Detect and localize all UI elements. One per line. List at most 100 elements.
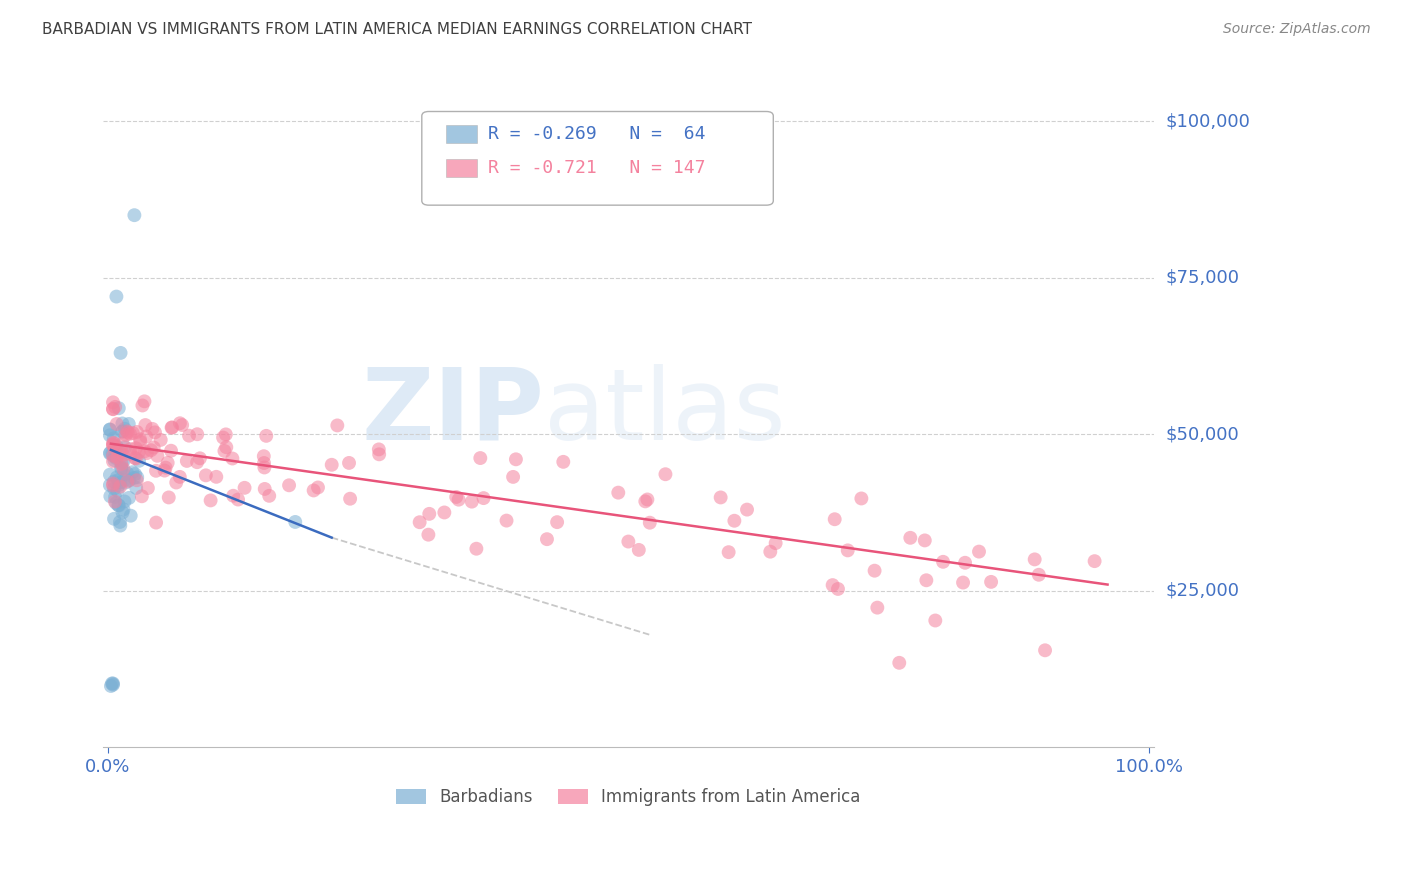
- Point: [118, 417, 141, 431]
- Point: [115, 425, 138, 439]
- Point: [433, 506, 456, 520]
- Point: [114, 475, 136, 490]
- Point: [172, 418, 194, 433]
- Point: [125, 442, 148, 456]
- Point: [118, 473, 141, 487]
- Point: [254, 429, 277, 443]
- Point: [103, 512, 125, 526]
- Point: [337, 456, 360, 470]
- Point: [447, 492, 470, 507]
- Point: [129, 434, 152, 449]
- Point: [125, 425, 148, 439]
- Point: [104, 490, 127, 504]
- Point: [634, 494, 657, 508]
- Point: [112, 448, 135, 462]
- Point: [101, 476, 124, 491]
- Point: [160, 420, 183, 434]
- Point: [112, 502, 135, 516]
- Point: [169, 416, 191, 430]
- Point: [149, 433, 172, 447]
- Point: [112, 462, 135, 476]
- Point: [253, 460, 276, 475]
- Point: [118, 491, 141, 505]
- Point: [186, 427, 208, 442]
- Point: [143, 425, 166, 440]
- Point: [105, 450, 128, 465]
- Point: [827, 582, 849, 596]
- Point: [110, 456, 132, 470]
- Point: [278, 478, 301, 492]
- Point: [117, 467, 139, 481]
- Point: [205, 470, 228, 484]
- Point: [135, 429, 157, 443]
- Text: R = -0.269   N =  64: R = -0.269 N = 64: [488, 125, 706, 143]
- Point: [101, 449, 124, 463]
- Point: [141, 422, 163, 436]
- Point: [339, 491, 361, 506]
- Point: [120, 442, 142, 456]
- Point: [214, 444, 236, 458]
- Text: atlas: atlas: [544, 364, 786, 461]
- Point: [122, 471, 145, 485]
- Point: [156, 456, 179, 470]
- Point: [120, 508, 142, 523]
- Point: [101, 478, 124, 492]
- Point: [103, 475, 125, 489]
- Point: [103, 482, 125, 496]
- Point: [107, 401, 129, 416]
- Point: [98, 423, 121, 437]
- Point: [131, 489, 153, 503]
- Point: [104, 450, 127, 464]
- Point: [124, 208, 146, 222]
- Point: [103, 431, 125, 445]
- Point: [104, 441, 127, 455]
- Point: [101, 401, 124, 416]
- Text: BARBADIAN VS IMMIGRANTS FROM LATIN AMERICA MEDIAN EARNINGS CORRELATION CHART: BARBADIAN VS IMMIGRANTS FROM LATIN AMERI…: [42, 22, 752, 37]
- Point: [112, 454, 135, 468]
- Point: [932, 555, 955, 569]
- Point: [146, 449, 169, 463]
- Point: [1084, 554, 1107, 568]
- Point: [101, 446, 124, 460]
- Point: [212, 431, 235, 445]
- Point: [418, 527, 440, 541]
- Point: [145, 464, 167, 478]
- Point: [326, 418, 349, 433]
- Point: [98, 478, 121, 492]
- Point: [98, 446, 121, 460]
- Point: [134, 394, 156, 409]
- Point: [101, 676, 124, 690]
- Point: [863, 564, 886, 578]
- Point: [176, 454, 198, 468]
- Point: [98, 446, 121, 460]
- Point: [107, 473, 129, 487]
- Point: [112, 467, 135, 482]
- Point: [107, 498, 129, 512]
- Point: [125, 473, 148, 487]
- Point: [915, 574, 938, 588]
- Point: [914, 533, 936, 548]
- Point: [233, 481, 256, 495]
- Point: [104, 451, 127, 466]
- Point: [98, 467, 121, 482]
- Text: $25,000: $25,000: [1166, 582, 1240, 599]
- Point: [717, 545, 740, 559]
- Point: [284, 515, 307, 529]
- Point: [253, 456, 276, 470]
- Point: [111, 445, 134, 459]
- Point: [967, 544, 990, 558]
- Point: [953, 556, 976, 570]
- Point: [160, 443, 183, 458]
- Point: [367, 442, 389, 457]
- Point: [105, 496, 128, 510]
- Point: [100, 679, 122, 693]
- Point: [307, 480, 329, 494]
- Point: [536, 532, 558, 546]
- Point: [321, 458, 343, 472]
- Point: [105, 444, 128, 458]
- Point: [505, 452, 527, 467]
- Point: [157, 491, 180, 505]
- Point: [898, 531, 921, 545]
- Point: [302, 483, 325, 498]
- Point: [638, 516, 661, 530]
